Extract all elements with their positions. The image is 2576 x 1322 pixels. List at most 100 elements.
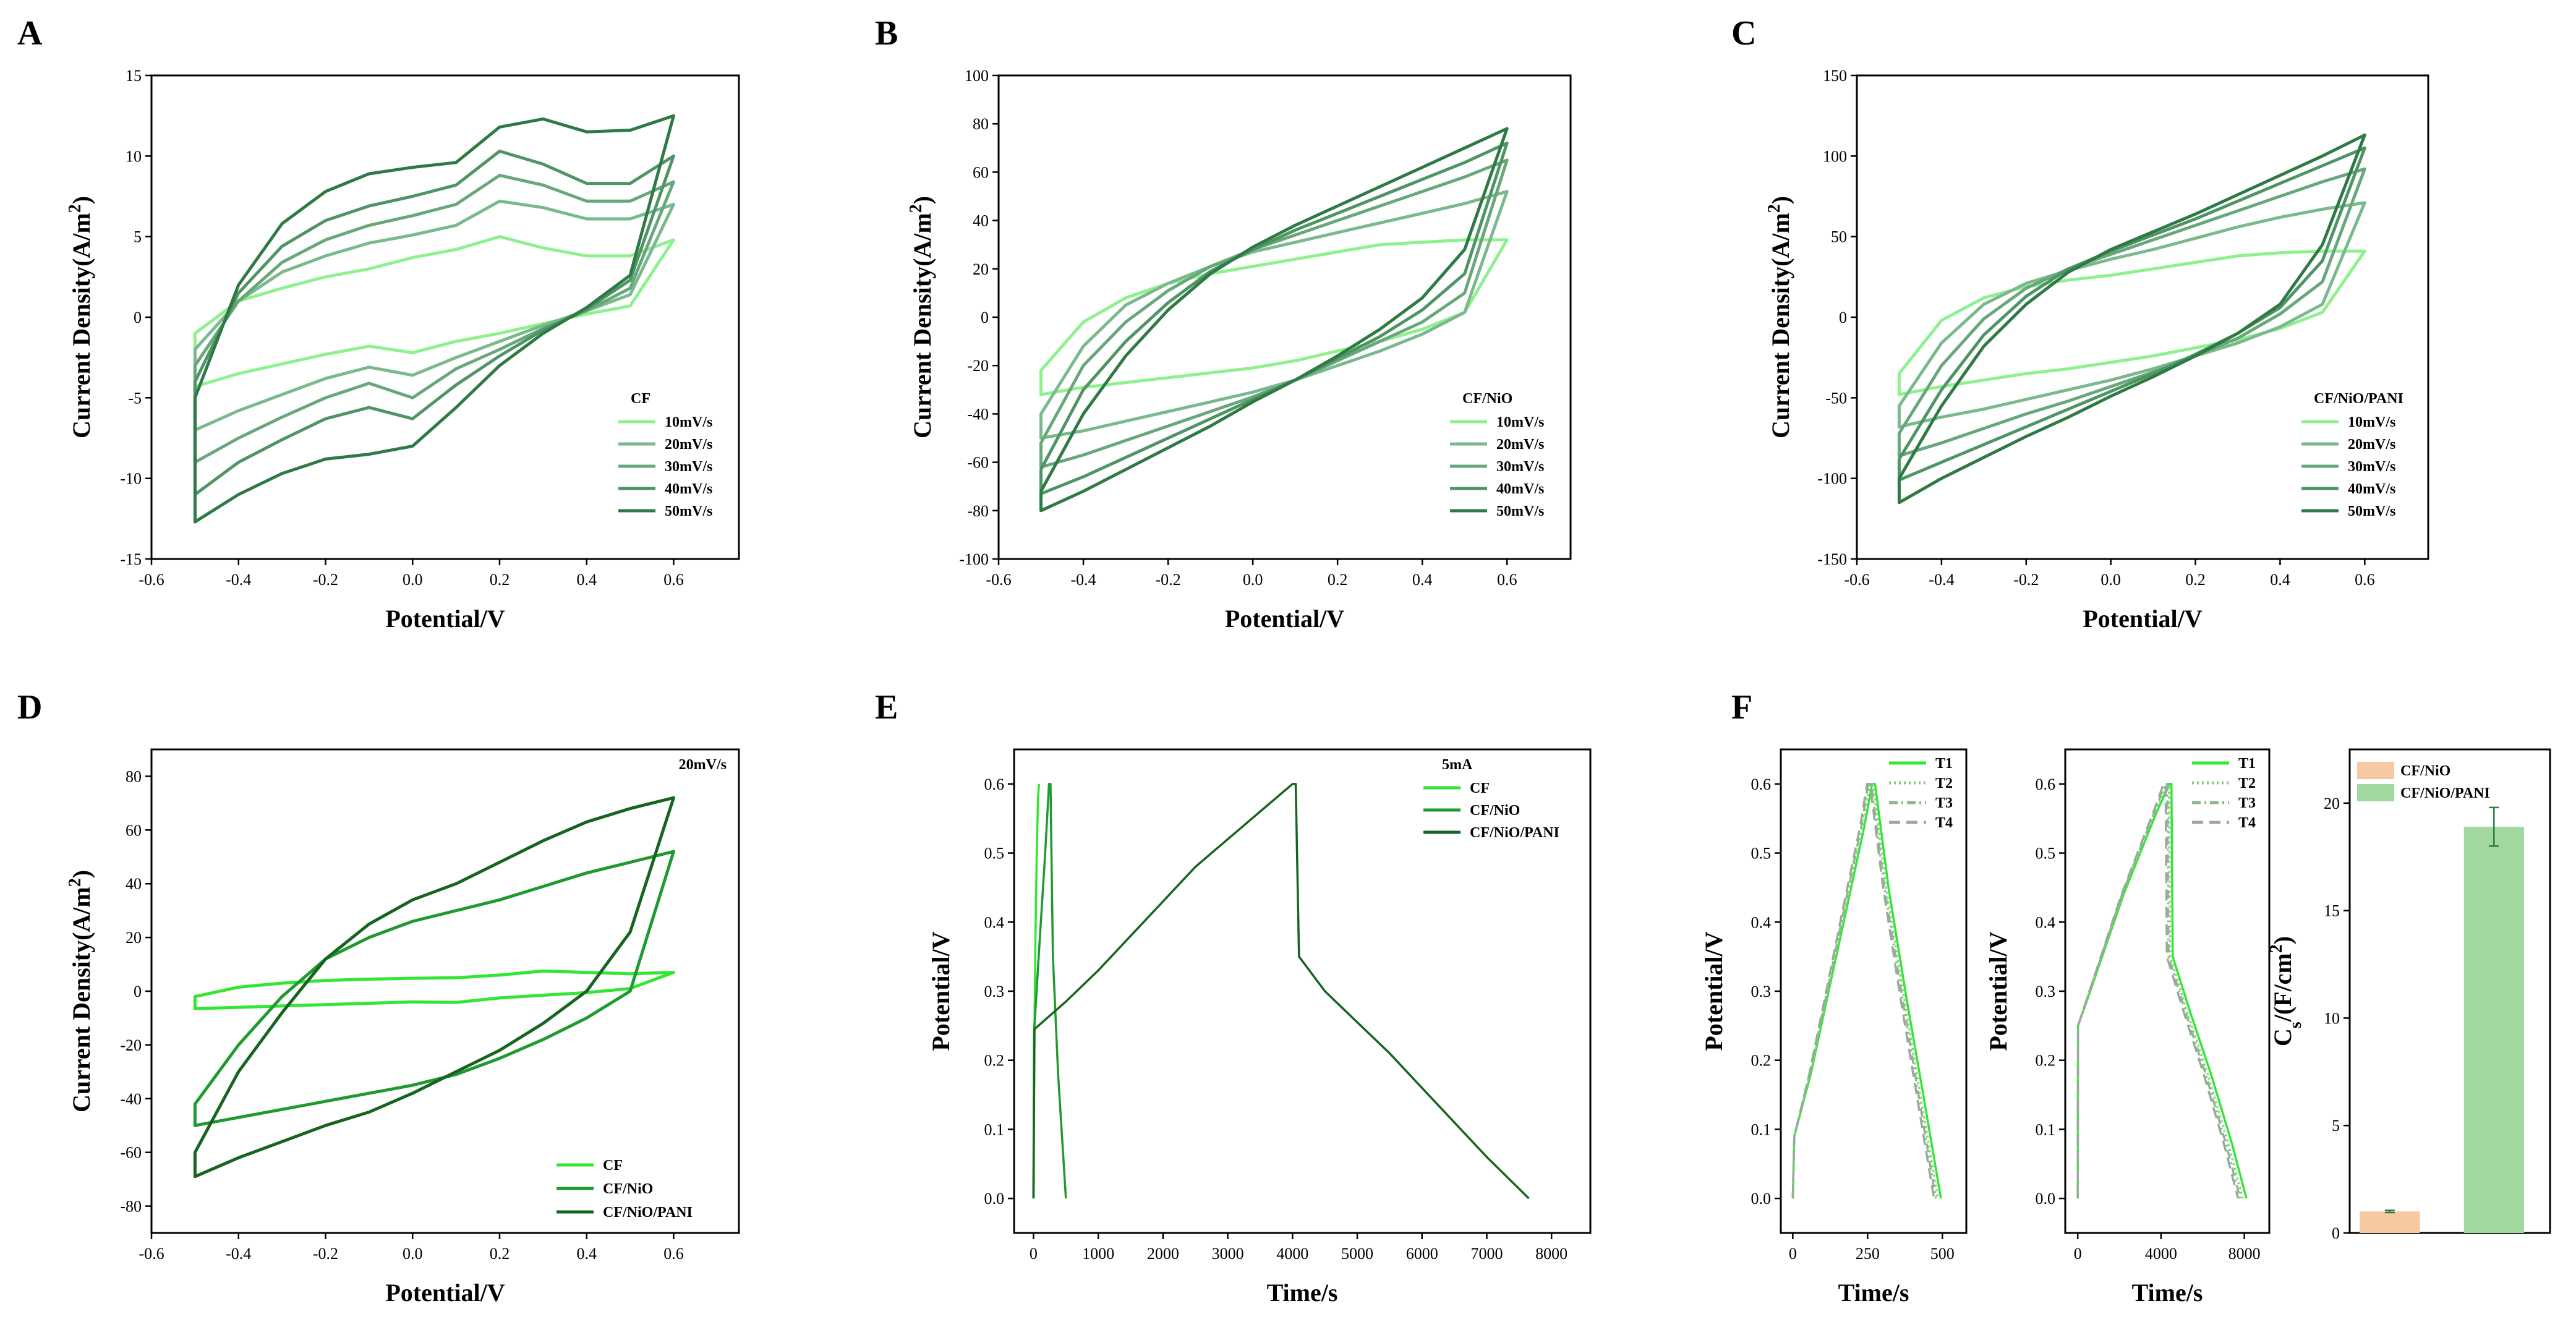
y-tick-label: 0.0 bbox=[1751, 1190, 1772, 1208]
y-tick-label: 0.6 bbox=[2036, 775, 2056, 793]
y-tick-label: -80 bbox=[120, 1198, 142, 1216]
panel-label-F: F bbox=[1731, 688, 1752, 727]
scan-rate-annotation: 20mV/s bbox=[679, 757, 727, 773]
y-tick-label: -80 bbox=[967, 502, 989, 520]
series-line bbox=[2076, 783, 2248, 1199]
y-tick-label: 0.2 bbox=[984, 1052, 1005, 1070]
y-tick-label: 5 bbox=[134, 228, 142, 246]
panel-label-D: D bbox=[17, 688, 42, 727]
legend-entry: 20mV/s bbox=[2348, 437, 2395, 453]
y-tick-label: 0.3 bbox=[984, 983, 1005, 1000]
x-axis-label: Time/s bbox=[1267, 1279, 1338, 1307]
series-line bbox=[2076, 783, 2244, 1199]
x-axis-label: Time/s bbox=[2132, 1279, 2203, 1307]
y-tick-label: 0.2 bbox=[2036, 1052, 2056, 1070]
figure-layer: A B CD E F-0.6 -0.4 -0.2 0.0 0.2 0.4 0.6-15-10-505… bbox=[17, 14, 2551, 1307]
legend-entry: CF/NiO bbox=[2400, 763, 2450, 779]
x-tick-label: -0.4 bbox=[1070, 571, 1096, 589]
series-line bbox=[193, 199, 675, 432]
series-line bbox=[1039, 238, 1509, 396]
x-tick-label: -0.6 bbox=[139, 571, 164, 589]
x-tick-label: -0.6 bbox=[986, 571, 1011, 589]
legend-entry: 50mV/s bbox=[2348, 503, 2395, 519]
x-axis-label: Potential/V bbox=[1225, 605, 1344, 633]
x-tick-label: 0.4 bbox=[576, 571, 597, 589]
y-tick-label: 80 bbox=[973, 115, 989, 133]
series-line bbox=[193, 150, 675, 497]
y-tick-label: 0.5 bbox=[1751, 845, 1772, 863]
y-tick-label: 0 bbox=[981, 309, 989, 326]
x-tick-label: -0.2 bbox=[1155, 571, 1180, 589]
x-tick-label: 0.2 bbox=[2185, 571, 2206, 589]
y-tick-label: -40 bbox=[967, 405, 989, 423]
y-tick-label: 0 bbox=[134, 309, 142, 326]
legend-entry: CF/NiO/PANI bbox=[2400, 785, 2490, 801]
y-tick-label: 40 bbox=[973, 212, 989, 230]
legend: CF CF/NiO CF/NiO/PANI bbox=[557, 1158, 693, 1221]
series-line bbox=[1039, 142, 1509, 495]
x-tick-label: -0.4 bbox=[226, 1245, 251, 1263]
y-tick-label: 60 bbox=[973, 163, 989, 181]
x-tick-label: 0.0 bbox=[1243, 571, 1263, 589]
series-line bbox=[193, 114, 675, 524]
legend-entry: CF/NiO bbox=[603, 1181, 653, 1197]
legend-entry: 50mV/s bbox=[1496, 503, 1544, 519]
legend: CF/NiO 10mV/s 20mV/s 30mV/s 40mV/s 50mV/s bbox=[1450, 391, 1544, 519]
y-axis-label: Current Density(A/m2) bbox=[906, 196, 937, 438]
chart-F1: 0 250 500 0.0 0.1 0.2 0.3 0.4 0.5 0.6 Time/s Potent… bbox=[1700, 748, 1968, 1307]
x-tick-label: 0.4 bbox=[2270, 571, 2290, 589]
legend-entry: 30mV/s bbox=[2348, 459, 2395, 475]
legend-entry: 10mV/s bbox=[1496, 414, 1544, 430]
legend-entry: 10mV/s bbox=[665, 414, 712, 430]
legend-entry: T4 bbox=[2238, 815, 2256, 831]
chart-A: -0.6 -0.4 -0.2 0.0 0.2 0.4 0.6 -15 -10 -5 0 5 10 15 Po… bbox=[66, 67, 740, 633]
legend-entry: 40mV/s bbox=[1496, 481, 1544, 497]
y-axis-label: Current Density(A/m2) bbox=[1765, 196, 1795, 438]
series-line bbox=[1791, 783, 1939, 1199]
x-axis-label: Potential/V bbox=[385, 605, 505, 633]
y-tick-label: 0.1 bbox=[1751, 1120, 1772, 1138]
x-tick-label: -0.2 bbox=[313, 571, 338, 589]
plot-frame bbox=[997, 74, 1572, 560]
y-tick-label: -5 bbox=[128, 389, 142, 407]
y-axis-label: Current Density(A/m2) bbox=[66, 870, 96, 1112]
x-tick-label: -0.2 bbox=[2013, 571, 2039, 589]
y-axis-label: Current Density(A/m2) bbox=[66, 196, 96, 438]
legend-entry: T2 bbox=[2238, 775, 2256, 791]
x-tick-label: 2000 bbox=[1147, 1245, 1179, 1263]
legend-swatch bbox=[2357, 784, 2394, 801]
x-tick-label: -0.6 bbox=[139, 1245, 164, 1263]
y-tick-label: 5 bbox=[2332, 1117, 2340, 1135]
y-tick-label: 0 bbox=[134, 983, 142, 1000]
plot-frame bbox=[150, 748, 740, 1234]
legend-entry: T4 bbox=[1935, 815, 1953, 831]
y-tick-label: 0.6 bbox=[984, 775, 1005, 793]
y-tick-label: -60 bbox=[967, 454, 989, 472]
chart-C: -0.6 -0.4 -0.2 0.0 0.2 0.4 0.6 -150 -100 -50 0 50 10… bbox=[1765, 67, 2429, 633]
plot-frame bbox=[150, 74, 740, 560]
legend-entry: T2 bbox=[1935, 775, 1953, 791]
series-line bbox=[1897, 201, 2366, 429]
panel-label-A: A bbox=[17, 14, 43, 53]
y-axis-label: Potential/V bbox=[927, 931, 955, 1051]
y-tick-label: 20 bbox=[126, 929, 142, 947]
y-tick-label: 0 bbox=[2332, 1224, 2340, 1242]
y-tick-label: 0.0 bbox=[984, 1190, 1005, 1208]
y-tick-label: -100 bbox=[959, 550, 989, 568]
legend-entry: 20mV/s bbox=[1496, 437, 1544, 453]
y-tick-label: -15 bbox=[120, 550, 142, 568]
series-line bbox=[1791, 783, 1937, 1199]
y-tick-label: -60 bbox=[120, 1144, 142, 1162]
series-line bbox=[1039, 158, 1509, 469]
x-tick-label: 7000 bbox=[1470, 1245, 1503, 1263]
x-tick-label: 500 bbox=[1930, 1245, 1955, 1263]
panel-label-C: C bbox=[1731, 14, 1756, 53]
legend-title: CF bbox=[631, 391, 650, 407]
legend-entry: 40mV/s bbox=[665, 481, 712, 497]
legend: CF/NiO/PANI 10mV/s 20mV/s 30mV/s 40mV/s 50mV/… bbox=[2301, 391, 2403, 519]
series-line bbox=[193, 174, 675, 464]
x-tick-label: 8000 bbox=[1535, 1245, 1567, 1263]
legend: T1 T2 T3 T4 bbox=[2192, 756, 2256, 831]
chart-F3: 0 5 10 15 20 Cs/(F/cm2) CF/NiO CF/NiO/PANI bbox=[2267, 748, 2551, 1242]
